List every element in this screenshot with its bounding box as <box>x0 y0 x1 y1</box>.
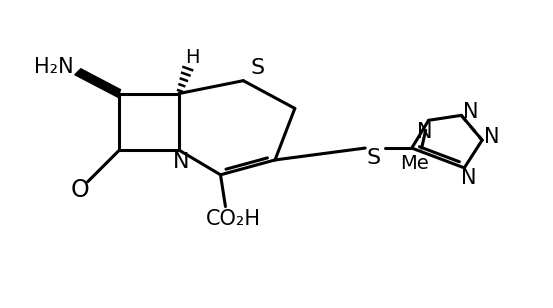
Text: N: N <box>484 127 500 147</box>
Text: N: N <box>463 102 479 122</box>
Text: N: N <box>417 122 432 142</box>
Text: H₂N: H₂N <box>34 57 74 77</box>
Text: H: H <box>185 48 200 67</box>
Text: S: S <box>366 148 380 168</box>
Text: O: O <box>70 178 89 202</box>
Polygon shape <box>75 69 121 98</box>
Text: CO₂H: CO₂H <box>206 209 261 229</box>
Text: N: N <box>462 168 477 188</box>
Text: S: S <box>250 58 264 78</box>
Text: N: N <box>173 152 189 172</box>
Text: Me: Me <box>400 154 429 173</box>
